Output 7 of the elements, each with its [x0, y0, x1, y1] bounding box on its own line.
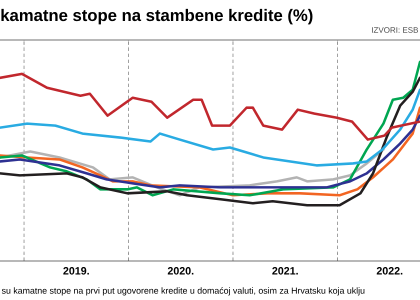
- x-tick-label: 2020.: [168, 267, 194, 275]
- x-tick-label: 2021.: [272, 267, 298, 275]
- x-tick-label: 2022.: [376, 267, 402, 275]
- x-tick-label: 2019.: [63, 267, 89, 275]
- text: IZVORI: ESB: [372, 27, 418, 33]
- chart-title: kamatne stope na stambene kredite (%): [1, 8, 312, 24]
- text: su kamatne stope na prvi put ugovorene kredite u domaćoj valuti, osim za Hrvatsku koja uklju: [2, 287, 364, 296]
